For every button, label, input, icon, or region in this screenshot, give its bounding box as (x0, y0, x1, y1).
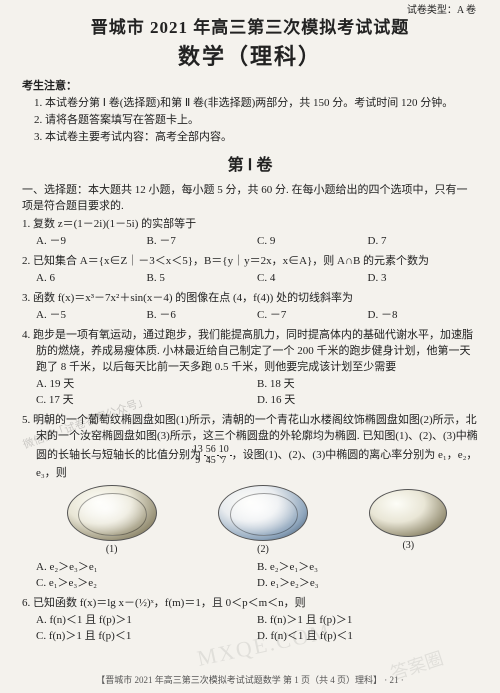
question-1: 1. 复数 z＝(1－2i)(1－5i) 的实部等于 A. －9 B. －7 C… (22, 217, 478, 250)
q1-opt-b: B. －7 (147, 234, 258, 250)
q1-opt-c: C. 9 (257, 234, 368, 250)
q2-opt-b: B. 5 (147, 271, 258, 287)
q5-opt-a: A. e₂＞e₃＞e₁ (36, 560, 257, 576)
paper-type-label: 试卷类型：A 卷 (407, 4, 476, 19)
q5-figures: (1) (2) (3) (22, 485, 478, 558)
q2-opt-a: A. 6 (36, 271, 147, 287)
q5-fig1-caption: (1) (67, 543, 157, 558)
q4-opt-c: C. 17 天 (36, 393, 257, 409)
q3-text: 3. 函数 f(x)＝x³－7x²＋sin(x－4) 的图像在点 (4，f(4)… (22, 291, 478, 307)
page-footer: 【晋城市 2021 年高三第三次模拟考试试题数学 第 1 页（共 4 页）理科】… (0, 674, 500, 687)
ellipse-plate-icon (67, 485, 157, 541)
q4-opt-b: B. 18 天 (257, 377, 478, 393)
section-1-title: 第 Ⅰ 卷 (22, 154, 478, 177)
notice-list: 1. 本试卷分第 Ⅰ 卷(选择题)和第 Ⅱ 卷(非选择题)两部分，共 150 分… (22, 96, 478, 146)
q3-opt-c: C. －7 (257, 308, 368, 324)
q6-opt-b: B. f(n)＞1 且 f(p)＞1 (257, 613, 478, 629)
question-3: 3. 函数 f(x)＝x³－7x²＋sin(x－4) 的图像在点 (4，f(4)… (22, 291, 478, 324)
q5-opt-d: D. e₁＞e₂＞e₃ (257, 576, 478, 592)
q4-opt-d: D. 16 天 (257, 393, 478, 409)
exam-title: 晋城市 2021 年高三第三次模拟考试试题 (22, 16, 478, 41)
notice-item: 2. 请将各题答案填写在答题卡上。 (34, 113, 478, 129)
q4-opt-a: A. 19 天 (36, 377, 257, 393)
q5-fig3-caption: (3) (369, 539, 447, 554)
q3-opt-a: A. －5 (36, 308, 147, 324)
q6-opt-a: A. f(n)＜1 且 f(p)＞1 (36, 613, 257, 629)
q5-text: 5. 明朝的一个葡萄纹椭圆盘如图(1)所示，清朝的一个青花山水楼阁纹饰椭圆盘如图… (22, 413, 478, 482)
q6-options: A. f(n)＜1 且 f(p)＞1 B. f(n)＞1 且 f(p)＞1 C.… (22, 613, 478, 645)
q2-text: 2. 已知集合 A＝{x∈Z｜－3＜x＜5}，B＝{y｜y＝2x，x∈A}，则 … (22, 254, 478, 270)
q3-opt-b: B. －6 (147, 308, 258, 324)
notice-item: 1. 本试卷分第 Ⅰ 卷(选择题)和第 Ⅱ 卷(非选择题)两部分，共 150 分… (34, 96, 478, 112)
q5-fig2: (2) (218, 485, 308, 558)
q2-opt-d: D. 3 (368, 271, 479, 287)
notice-item: 3. 本试卷主要考试内容：高考全部内容。 (34, 130, 478, 146)
q5-options: A. e₂＞e₃＞e₁ B. e₂＞e₁＞e₃ C. e₁＞e₃＞e₂ D. e… (22, 560, 478, 592)
q5-fig2-caption: (2) (218, 543, 308, 558)
q2-options: A. 6 B. 5 C. 4 D. 3 (22, 271, 478, 287)
q6-opt-d: D. f(n)＜1 且 f(p)＜1 (257, 629, 478, 645)
ellipse-plate-icon (218, 485, 308, 541)
q4-options: A. 19 天 B. 18 天 C. 17 天 D. 16 天 (22, 377, 478, 409)
q1-opt-d: D. 7 (368, 234, 479, 250)
q5-opt-c: C. e₁＞e₃＞e₂ (36, 576, 257, 592)
q6-opt-c: C. f(n)＞1 且 f(p)＜1 (36, 629, 257, 645)
notice-heading: 考生注意： (22, 79, 478, 95)
part1-instructions: 一、选择题：本大题共 12 小题，每小题 5 分，共 60 分. 在每小题给出的… (22, 183, 478, 215)
q5-opt-b: B. e₂＞e₁＞e₃ (257, 560, 478, 576)
q3-opt-d: D. －8 (368, 308, 479, 324)
q1-options: A. －9 B. －7 C. 9 D. 7 (22, 234, 478, 250)
q4-text: 4. 跑步是一项有氧运动，通过跑步，我们能提高肌力，同时提高体内的基础代谢水平，… (22, 328, 478, 376)
q5-fig3: (3) (369, 489, 447, 554)
ellipse-plate-icon (369, 489, 447, 537)
subject-title: 数学（理科） (22, 41, 478, 73)
q1-text: 1. 复数 z＝(1－2i)(1－5i) 的实部等于 (22, 217, 478, 233)
question-2: 2. 已知集合 A＝{x∈Z｜－3＜x＜5}，B＝{y｜y＝2x，x∈A}，则 … (22, 254, 478, 287)
q3-options: A. －5 B. －6 C. －7 D. －8 (22, 308, 478, 324)
question-4: 4. 跑步是一项有氧运动，通过跑步，我们能提高肌力，同时提高体内的基础代谢水平，… (22, 328, 478, 409)
q6-text: 6. 已知函数 f(x)＝lg x－(½)ˣ，f(m)＝1，且 0＜p＜m＜n，… (22, 596, 478, 612)
question-5: 5. 明朝的一个葡萄纹椭圆盘如图(1)所示，清朝的一个青花山水楼阁纹饰椭圆盘如图… (22, 413, 478, 592)
question-6: 6. 已知函数 f(x)＝lg x－(½)ˣ，f(m)＝1，且 0＜p＜m＜n，… (22, 596, 478, 645)
q5-fig1: (1) (67, 485, 157, 558)
q1-opt-a: A. －9 (36, 234, 147, 250)
q2-opt-c: C. 4 (257, 271, 368, 287)
